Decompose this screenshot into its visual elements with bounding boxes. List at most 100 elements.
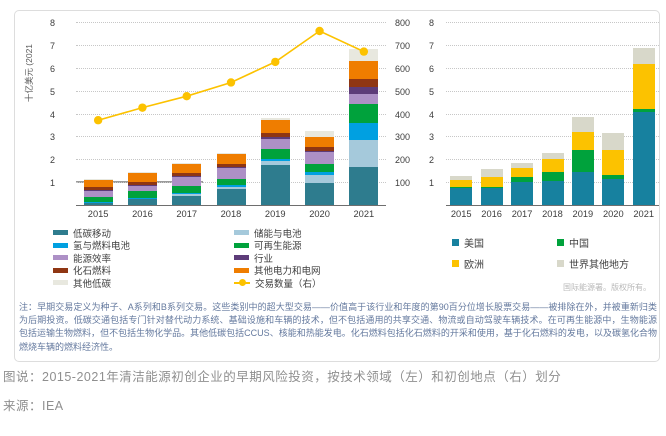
legend-swatch (557, 260, 564, 267)
bar-segment-行业 (260, 137, 290, 139)
legend-swatch (234, 242, 249, 248)
axis-tick-label: 2 (428, 155, 434, 166)
bar-segment-能源效率 (349, 93, 379, 105)
bar-segment-储能与电池 (305, 175, 335, 184)
bar-segment-世界其他地方 (541, 153, 564, 160)
bar-segment-美国 (571, 171, 594, 206)
x-axis-year-label: 2021 (633, 209, 655, 219)
legend-item-氢与燃料电池: 氢与燃料电池 (53, 240, 234, 252)
bar-segment-可再生能源 (349, 104, 379, 123)
footnote: 注：早期交易定义为种子、A系列和B系列交易。这些类别中的超大型交易——价值高于该… (19, 302, 657, 352)
bar-segment-美国 (602, 178, 625, 206)
legend-swatch (452, 239, 459, 246)
axis-tick-label: 8 (428, 18, 434, 28)
axis-tick-label: 600 (395, 63, 411, 74)
figure-caption: 图说：2015-2021年清洁能源初创企业的早期风险投资，按技术领域（左）和初创… (3, 370, 562, 384)
left-chart-legend: 低碳移动 储能与电池 氢与燃料电池 可再生能源 能源效率 行业 化石燃料 其他电力和电网 其他低… (53, 227, 322, 290)
left-chart-secondary-y-axis: 100 200 300 400 500 600 700 800 (395, 18, 423, 206)
legend-label: 化石燃料 (73, 266, 112, 277)
bar-segment-欧洲 (450, 179, 473, 187)
bar-segment-化石燃料 (127, 181, 157, 185)
x-axis-year-label: 2017 (511, 209, 533, 219)
axis-tick-label: 100 (395, 178, 411, 189)
bar-segment-其他电力和电网 (127, 172, 157, 182)
x-axis-year-label: 2020 (602, 209, 624, 219)
bar-segment-能源效率 (172, 176, 202, 186)
chart-panel: 十亿美元 (2021 1 2 3 4 5 6 7 8 100 200 300 400 500 600 70… (14, 10, 660, 362)
bar-segment-行业 (349, 87, 379, 94)
legend-swatch (452, 260, 459, 267)
legend-item-低碳移动: 低碳移动 (53, 227, 234, 240)
bar-segment-低碳移动 (260, 164, 290, 206)
bar-segment-中国 (632, 108, 655, 113)
bar-segment-其他低碳 (172, 162, 202, 164)
bar-segment-低碳移动 (305, 183, 335, 206)
bar-segment-能源效率 (305, 152, 335, 164)
legend-swatch (234, 279, 250, 286)
legend-label: 低碳移动 (73, 228, 112, 240)
bar-segment-欧洲 (541, 159, 564, 172)
left-chart-y-axis: 1 2 3 4 5 6 7 8 (35, 18, 55, 206)
bar-segment-行业 (172, 176, 202, 177)
axis-tick-label: 300 (395, 132, 411, 143)
bar-segment-世界其他地方 (511, 162, 534, 169)
bar-segment-中国 (511, 177, 534, 182)
axis-tick-label: 3 (428, 132, 434, 143)
legend-label: 氢与燃料电池 (73, 241, 131, 252)
legend-label: 美国 (464, 239, 484, 250)
legend-label: 可再生能源 (254, 241, 302, 252)
legend-label: 其他低碳 (73, 278, 112, 290)
axis-tick-label: 2 (49, 155, 55, 166)
x-axis-year-label: 2018 (542, 209, 563, 219)
gridline (76, 113, 386, 115)
bar-segment-其他低碳 (305, 130, 335, 138)
gridline (446, 22, 659, 23)
axis-tick-label: 3 (49, 132, 55, 143)
legend-swatch (53, 280, 68, 285)
bar-segment-美国 (450, 187, 473, 206)
bar-segment-其他低碳 (83, 178, 113, 180)
bar-segment-可再生能源 (216, 178, 246, 186)
bar-segment-中国 (571, 149, 594, 172)
axis-tick-label: 700 (395, 40, 411, 51)
bar-segment-其他低碳 (216, 153, 246, 155)
axis-tick-label: 7 (49, 40, 55, 51)
iea-attribution: 国际能源署。版权所有。 (563, 283, 651, 292)
bar-segment-其他电力和电网 (260, 120, 290, 133)
x-axis-year-label: 2019 (572, 209, 594, 219)
bar-segment-储能与电池 (216, 186, 246, 189)
bar-segment-行业 (305, 151, 335, 153)
bar-segment-世界其他地方 (571, 116, 594, 132)
bar-segment-储能与电池 (127, 198, 157, 200)
bar-segment-其他低碳 (127, 171, 157, 173)
bar-segment-欧洲 (632, 64, 655, 109)
axis-tick-label: 500 (395, 86, 411, 97)
legend-item-其他低碳: 其他低碳 (53, 277, 234, 290)
bar-segment-能源效率 (260, 138, 290, 149)
bar-segment-低碳移动 (349, 167, 379, 206)
axis-tick-label: 1 (428, 178, 434, 189)
legend-swatch (234, 267, 249, 273)
bar-segment-其他电力和电网 (172, 163, 202, 173)
source-caption: 来源：IEA (3, 399, 64, 413)
bar-segment-其他低碳 (260, 117, 290, 121)
legend-label: 世界其他地方 (569, 260, 629, 271)
bar-segment-储能与电池 (260, 161, 290, 165)
bar-segment-美国 (480, 188, 503, 206)
bar-segment-中国 (602, 175, 625, 179)
bar-segment-可再生能源 (305, 163, 335, 172)
axis-tick-label: 7 (428, 40, 434, 51)
x-axis-year-label: 2018 (220, 209, 242, 219)
axis-tick-label: 200 (395, 155, 411, 166)
deal-count-line (93, 26, 369, 125)
bar-segment-化石燃料 (260, 132, 290, 138)
bar-segment-氢与燃料电池 (305, 171, 335, 176)
legend-item-交易数量（右）: 交易数量（右） (234, 277, 322, 290)
x-axis-year-label: 2021 (353, 209, 375, 219)
gridline (76, 90, 386, 92)
bar-segment-能源效率 (216, 168, 246, 179)
bar-segment-行业 (216, 167, 246, 169)
gridline (76, 44, 386, 46)
legend-label: 中国 (569, 239, 589, 250)
